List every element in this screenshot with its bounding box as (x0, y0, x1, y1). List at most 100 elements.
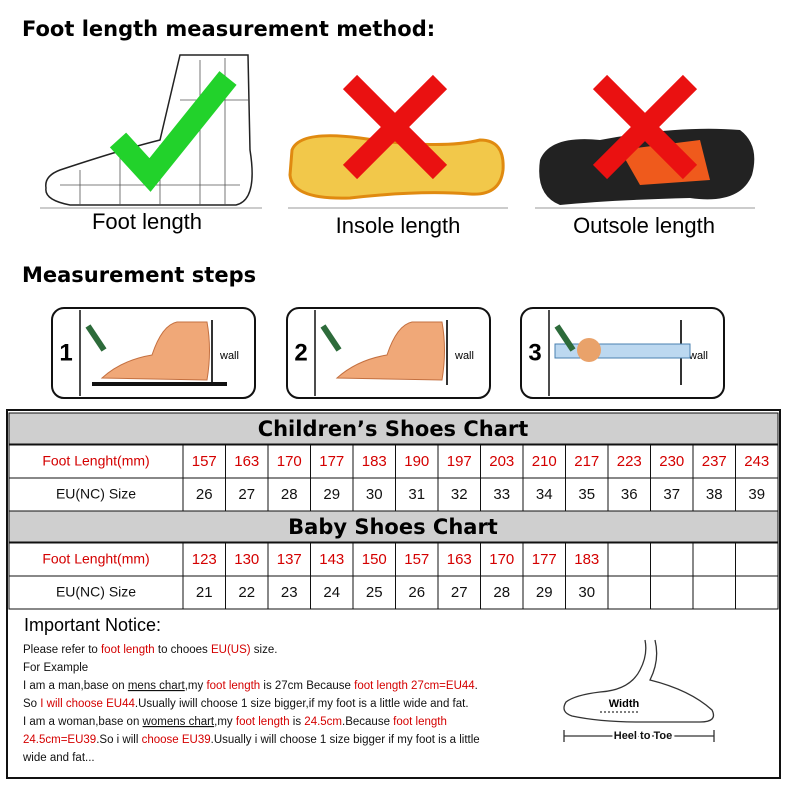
cell-value: 27 (238, 486, 255, 503)
cell-value: 243 (744, 453, 769, 470)
cell-value: 157 (404, 551, 429, 568)
notice-segment: is (290, 716, 305, 728)
cell-value: 25 (366, 584, 383, 601)
notice-segment: For Example (23, 662, 88, 674)
cell-value: 210 (532, 453, 557, 470)
cell (352, 575, 396, 610)
cell (650, 444, 694, 479)
wall-label: wall (219, 350, 239, 362)
notice-title: Important Notice: (24, 615, 161, 635)
cell (437, 444, 481, 479)
foot (335, 321, 445, 381)
table-header (8, 510, 779, 543)
notice-segment: size. (251, 644, 278, 656)
cell-value: 183 (362, 453, 387, 470)
cell-value: 32 (451, 486, 468, 503)
notice-segment: foot length (206, 680, 260, 692)
cell-value: 170 (489, 551, 514, 568)
cell (692, 477, 736, 512)
cell (522, 444, 566, 479)
notice-segment: I am a man,base on (23, 680, 128, 692)
notice-segment: wide and fat... (22, 752, 95, 764)
cell (310, 477, 354, 512)
notice-segment: choose EU39 (142, 734, 211, 746)
cell-value: 197 (447, 453, 472, 470)
foot (100, 321, 210, 381)
cell (480, 477, 524, 512)
steps: 1 wall 2 wall 3 wall (51, 307, 725, 399)
cell (735, 477, 779, 512)
wall-label: wall (688, 350, 708, 362)
cell (607, 542, 651, 577)
cell-value: 190 (404, 453, 429, 470)
notice-segment: 24.5cm=EU39 (23, 734, 96, 746)
width-label: Width (609, 698, 640, 710)
foot (577, 338, 601, 362)
row-label: EU(NC) Size (56, 486, 136, 502)
cell (565, 575, 609, 610)
cell (565, 477, 609, 512)
cell-value: 39 (748, 486, 765, 503)
table-title: Children’s Shoes Chart (258, 417, 529, 441)
step-number: 3 (528, 339, 541, 366)
pencil (320, 324, 342, 352)
notice-segment: 24.5cm (304, 716, 342, 728)
cell-value: 38 (706, 486, 723, 503)
cell-value: 177 (319, 453, 344, 470)
cell-value: 36 (621, 486, 638, 503)
row-label: Foot Lenght(mm) (42, 453, 149, 469)
cell-value: 130 (234, 551, 259, 568)
cell-value: 150 (362, 551, 387, 568)
row-label-cell (8, 477, 184, 512)
notice-segment: .Usually iwill choose 1 size bigger,if m… (135, 698, 469, 710)
cell-value: 24 (323, 584, 340, 601)
cell (182, 477, 226, 512)
cell-value: 35 (578, 486, 595, 503)
table-header (8, 412, 779, 445)
cell (735, 444, 779, 479)
cell (225, 575, 269, 610)
cell (650, 542, 694, 577)
cell-value: 33 (493, 486, 510, 503)
cell (522, 575, 566, 610)
cell-value: 34 (536, 486, 553, 503)
ruler (554, 343, 691, 359)
cell-value: 27 (451, 584, 468, 601)
cell-value: 21 (196, 584, 213, 601)
cell-value: 26 (196, 486, 213, 503)
row-label: EU(NC) Size (56, 584, 136, 600)
cell-value: 183 (574, 551, 599, 568)
pencil (554, 324, 576, 352)
notice-line: 24.5cm=EU39.So i will choose EU39.Usuall… (23, 734, 480, 746)
notice-segment: foot length (393, 716, 447, 728)
cell (650, 477, 694, 512)
wall-label: wall (454, 350, 474, 362)
notice-segment: ,my (214, 716, 236, 728)
cell-value: 31 (408, 486, 425, 503)
cell (522, 542, 566, 577)
cell (735, 542, 779, 577)
outsole-picture (535, 74, 755, 209)
notice-segment: to chooes (155, 644, 211, 656)
foot-picture (40, 54, 262, 209)
cell-value: 217 (574, 453, 599, 470)
chart-frame (6, 409, 781, 779)
insole-picture (288, 74, 508, 209)
notice-line: I am a woman,base on womens chart,my foo… (23, 716, 447, 728)
length-label: Heel to Toe (614, 730, 672, 742)
cell (310, 444, 354, 479)
size-tables: Children’s Shoes Chart Foot Lenght(mm) 157… (8, 412, 779, 610)
cell-value: 143 (319, 551, 344, 568)
cell-value: 30 (578, 584, 595, 601)
cell (437, 542, 481, 577)
cell-value: 230 (659, 453, 684, 470)
cell-value: 163 (447, 551, 472, 568)
cell-value: 26 (408, 584, 425, 601)
step-number: 1 (59, 339, 72, 366)
notice-segment: mens chart (128, 680, 186, 692)
cell (267, 477, 311, 512)
notice-segment: foot length (236, 716, 290, 728)
step-number: 2 (294, 339, 307, 366)
